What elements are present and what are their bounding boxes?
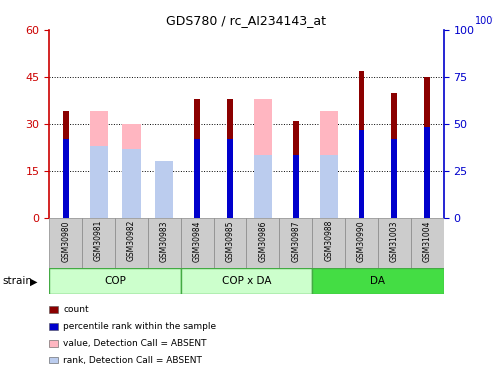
Bar: [293, 155, 299, 218]
Text: GSM30986: GSM30986: [258, 220, 267, 261]
FancyBboxPatch shape: [411, 217, 444, 268]
Bar: [122, 149, 141, 217]
FancyBboxPatch shape: [49, 268, 181, 294]
Text: COP: COP: [104, 276, 126, 286]
Text: GSM30990: GSM30990: [357, 220, 366, 262]
FancyBboxPatch shape: [312, 268, 444, 294]
Text: GSM30985: GSM30985: [226, 220, 235, 261]
Bar: [90, 146, 107, 218]
Text: GSM31003: GSM31003: [390, 220, 399, 261]
FancyBboxPatch shape: [213, 217, 246, 268]
Bar: [326, 155, 332, 218]
Text: value, Detection Call = ABSENT: value, Detection Call = ABSENT: [63, 339, 207, 348]
Bar: [319, 155, 338, 218]
FancyBboxPatch shape: [246, 217, 280, 268]
Text: GSM30987: GSM30987: [291, 220, 300, 261]
Bar: [358, 70, 364, 217]
Text: count: count: [63, 305, 89, 314]
Bar: [254, 155, 272, 218]
Bar: [319, 111, 338, 218]
Bar: [391, 93, 397, 218]
Bar: [260, 155, 266, 218]
Bar: [227, 99, 233, 218]
FancyBboxPatch shape: [181, 217, 213, 268]
Bar: [155, 161, 174, 218]
Bar: [122, 124, 141, 218]
Text: 100%: 100%: [475, 16, 493, 26]
Text: rank, Detection Call = ABSENT: rank, Detection Call = ABSENT: [63, 356, 202, 364]
FancyBboxPatch shape: [280, 217, 312, 268]
Bar: [254, 99, 272, 218]
Bar: [391, 140, 397, 218]
Text: DA: DA: [370, 276, 386, 286]
FancyBboxPatch shape: [378, 217, 411, 268]
Text: GSM30980: GSM30980: [61, 220, 70, 261]
Text: strain: strain: [2, 276, 33, 286]
Text: GSM30982: GSM30982: [127, 220, 136, 261]
Text: GSM30981: GSM30981: [94, 220, 103, 261]
Text: GSM30988: GSM30988: [324, 220, 333, 261]
Text: GSM30983: GSM30983: [160, 220, 169, 261]
Text: ▶: ▶: [30, 277, 37, 287]
Text: COP x DA: COP x DA: [222, 276, 271, 286]
Bar: [424, 127, 430, 218]
Bar: [227, 140, 233, 218]
FancyBboxPatch shape: [345, 217, 378, 268]
Bar: [194, 140, 200, 218]
FancyBboxPatch shape: [115, 217, 148, 268]
Bar: [96, 146, 102, 218]
Bar: [358, 130, 364, 218]
FancyBboxPatch shape: [181, 268, 312, 294]
FancyBboxPatch shape: [82, 217, 115, 268]
Bar: [161, 161, 167, 218]
Bar: [129, 149, 135, 217]
Bar: [424, 77, 430, 218]
Text: GSM30984: GSM30984: [193, 220, 202, 261]
Text: percentile rank within the sample: percentile rank within the sample: [63, 322, 216, 331]
Bar: [63, 111, 69, 218]
Bar: [293, 121, 299, 218]
FancyBboxPatch shape: [148, 217, 181, 268]
Bar: [90, 111, 107, 218]
Text: GSM31004: GSM31004: [423, 220, 432, 261]
FancyBboxPatch shape: [312, 217, 345, 268]
FancyBboxPatch shape: [49, 217, 82, 268]
Bar: [194, 99, 200, 218]
Bar: [155, 161, 174, 218]
Title: GDS780 / rc_AI234143_at: GDS780 / rc_AI234143_at: [167, 15, 326, 27]
Bar: [63, 140, 69, 218]
